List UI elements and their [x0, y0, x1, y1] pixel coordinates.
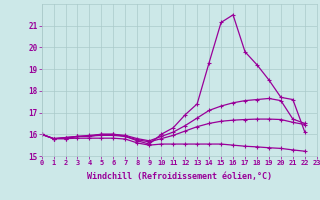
X-axis label: Windchill (Refroidissement éolien,°C): Windchill (Refroidissement éolien,°C) [87, 172, 272, 181]
